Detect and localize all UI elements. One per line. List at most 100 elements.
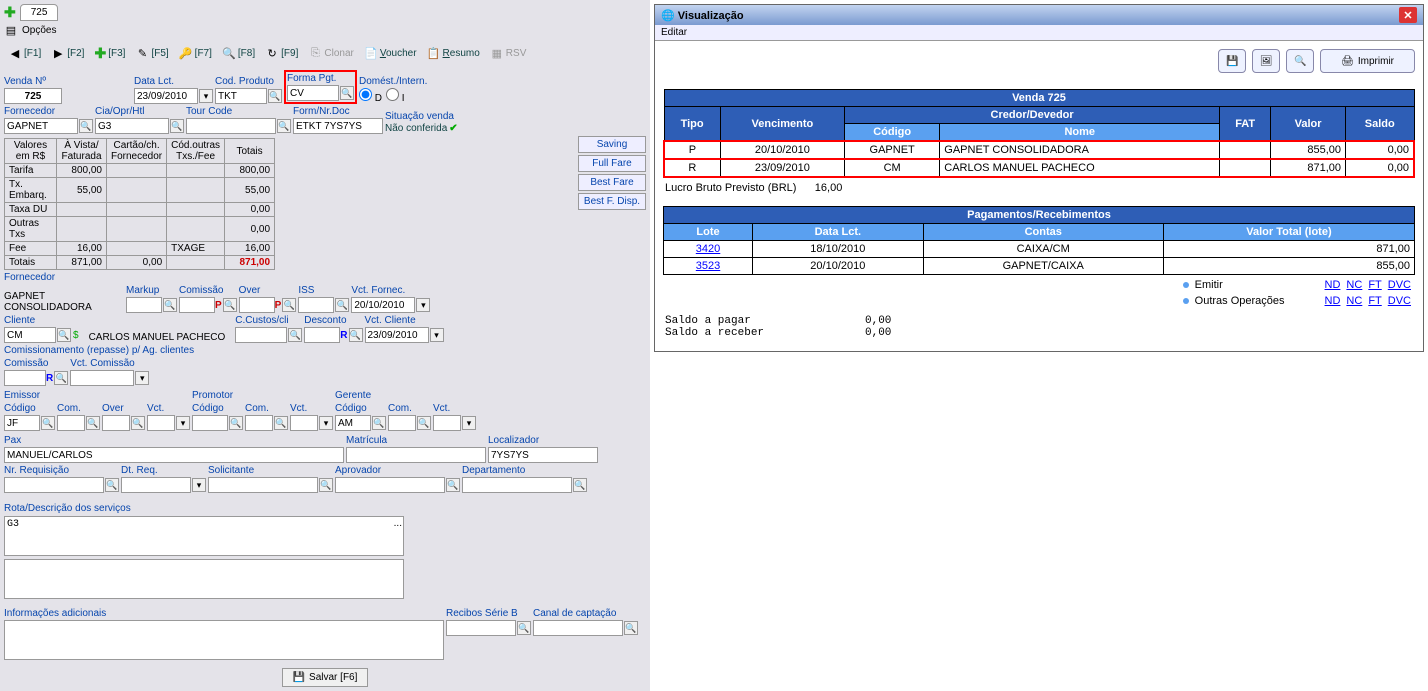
dom-radio[interactable]: D (359, 88, 382, 104)
zoom-button[interactable]: 🔍 (1286, 49, 1314, 73)
nc-link[interactable]: NC (1346, 295, 1362, 307)
options-label[interactable]: Opções (22, 25, 56, 36)
lookup-icon[interactable]: 🔍 (79, 119, 93, 133)
f5-button[interactable]: ✎[F5] (131, 45, 172, 63)
ccustos-input[interactable] (235, 327, 287, 343)
tour-input[interactable] (186, 118, 276, 134)
over-input[interactable] (239, 297, 275, 313)
lookup-icon[interactable]: 🔍 (282, 298, 296, 312)
save-button[interactable]: 💾Salvar [F6] (282, 668, 369, 687)
recibos-input[interactable] (446, 620, 516, 636)
matricula-input[interactable] (346, 447, 486, 463)
calendar-icon[interactable]: ▾ (135, 371, 149, 385)
cia-input[interactable] (95, 118, 169, 134)
f8-button[interactable]: 🔍[F8] (218, 45, 259, 63)
lookup-icon[interactable]: 🔍 (288, 328, 302, 342)
canal-input[interactable] (533, 620, 623, 636)
comissao-input[interactable] (179, 297, 215, 313)
lookup-icon[interactable]: 🔍 (340, 86, 354, 100)
close-button[interactable]: ✕ (1399, 7, 1417, 23)
gerente-com-input[interactable] (388, 415, 416, 431)
lookup-icon[interactable]: 🔍 (624, 621, 638, 635)
lookup-icon[interactable]: 🔍 (57, 328, 71, 342)
promotor-codigo-input[interactable] (192, 415, 228, 431)
f3-button[interactable]: ✚[F3] (90, 43, 129, 64)
nd-link[interactable]: ND (1325, 295, 1341, 307)
ellipsis-button[interactable]: ... (394, 518, 402, 529)
lookup-icon[interactable]: 🔍 (349, 328, 363, 342)
nc-link[interactable]: NC (1346, 279, 1362, 291)
saving-button[interactable]: Saving (578, 136, 646, 153)
depto-input[interactable] (462, 477, 572, 493)
dvc-link[interactable]: DVC (1388, 295, 1411, 307)
ft-link[interactable]: FT (1368, 279, 1381, 291)
emissor-vct-input[interactable] (147, 415, 175, 431)
gerente-codigo-input[interactable] (335, 415, 371, 431)
nrreq-input[interactable] (4, 477, 104, 493)
nd-link[interactable]: ND (1325, 279, 1341, 291)
comiss-comissao-input[interactable] (4, 370, 46, 386)
promotor-vct-input[interactable] (290, 415, 318, 431)
fullfare-button[interactable]: Full Fare (578, 155, 646, 172)
pax-input[interactable] (4, 447, 344, 463)
ft-link[interactable]: FT (1368, 295, 1381, 307)
formapgt-input[interactable] (287, 85, 339, 101)
promotor-com-input[interactable] (245, 415, 273, 431)
info-textarea[interactable] (4, 620, 444, 660)
lookup-icon[interactable]: 🔍 (335, 298, 349, 312)
calendar-icon[interactable]: ▾ (462, 416, 476, 430)
print-button[interactable]: 🖨Imprimir (1320, 49, 1415, 73)
datalct-input[interactable] (134, 88, 198, 104)
desconto-input[interactable] (304, 327, 340, 343)
add-tab-icon[interactable]: ✚ (4, 4, 16, 21)
lote-link[interactable]: 3420 (696, 243, 720, 255)
lookup-icon[interactable]: 🔍 (41, 416, 55, 430)
codproduto-input[interactable] (215, 88, 267, 104)
vctfornec-input[interactable] (351, 297, 415, 313)
bestfare-button[interactable]: Best Fare (578, 174, 646, 191)
dvc-link[interactable]: DVC (1388, 279, 1411, 291)
solic-input[interactable] (208, 477, 318, 493)
aprov-input[interactable] (335, 477, 445, 493)
emissor-over-input[interactable] (102, 415, 130, 431)
img-button[interactable]: 🖼 (1252, 49, 1280, 73)
dtreq-input[interactable] (121, 477, 191, 493)
lookup-icon[interactable]: 🔍 (372, 416, 386, 430)
lookup-icon[interactable]: 🔍 (277, 119, 291, 133)
rota-textarea-2[interactable] (4, 559, 404, 599)
emissor-codigo-input[interactable] (4, 415, 40, 431)
lookup-icon[interactable]: 🔍 (163, 298, 177, 312)
calendar-icon[interactable]: ▾ (199, 89, 213, 103)
dollar-icon[interactable]: $ (73, 330, 79, 341)
cliente-input[interactable] (4, 327, 56, 343)
resumo-button[interactable]: 📋Resumo (423, 45, 484, 63)
lookup-icon[interactable]: 🔍 (417, 416, 431, 430)
fornecedor-input[interactable] (4, 118, 78, 134)
markup-input[interactable] (126, 297, 162, 313)
f1-button[interactable]: ◀[F1] (4, 45, 45, 63)
calendar-icon[interactable]: ▾ (319, 416, 333, 430)
lookup-icon[interactable]: 🔍 (268, 89, 282, 103)
lookup-icon[interactable]: 🔍 (54, 371, 68, 385)
lookup-icon[interactable]: 🔍 (223, 298, 237, 312)
disk-button[interactable]: 💾 (1218, 49, 1246, 73)
voucher-button[interactable]: 📄Voucher (360, 45, 421, 63)
menu-editar[interactable]: Editar (661, 27, 687, 38)
lookup-icon[interactable]: 🔍 (573, 478, 587, 492)
formdoc-input[interactable] (293, 118, 383, 134)
lookup-icon[interactable]: 🔍 (517, 621, 531, 635)
emissor-com-input[interactable] (57, 415, 85, 431)
vctcliente-input[interactable] (365, 327, 429, 343)
gerente-vct-input[interactable] (433, 415, 461, 431)
f9-button[interactable]: ↻[F9] (261, 45, 302, 63)
calendar-icon[interactable]: ▾ (416, 298, 430, 312)
lookup-icon[interactable]: 🔍 (86, 416, 100, 430)
calendar-icon[interactable]: ▾ (176, 416, 190, 430)
iss-input[interactable] (298, 297, 334, 313)
lookup-icon[interactable]: 🔍 (131, 416, 145, 430)
lote-link[interactable]: 3523 (696, 260, 720, 272)
comiss-vct-input[interactable] (70, 370, 134, 386)
lookup-icon[interactable]: 🔍 (105, 478, 119, 492)
lookup-icon[interactable]: 🔍 (446, 478, 460, 492)
tab-725[interactable]: 725 (20, 4, 59, 21)
